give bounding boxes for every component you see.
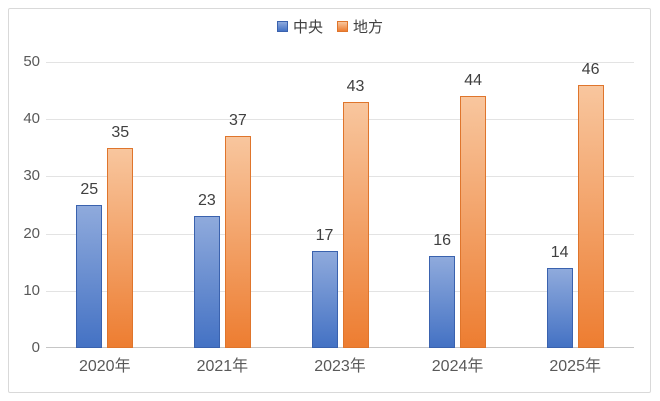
- legend-item-1: 地方: [337, 16, 383, 37]
- gridline: [46, 176, 634, 177]
- bar-value-label: 25: [80, 181, 99, 198]
- bar-series-1-cat-2: [342, 102, 369, 348]
- bar-series-0-cat-1: [193, 216, 220, 348]
- bar-value-label: 37: [228, 112, 247, 129]
- gridline: [46, 291, 634, 292]
- x-axis-label: 2021年: [196, 358, 249, 375]
- bar-value-label: 16: [433, 232, 451, 249]
- bar-value-label: 43: [346, 78, 365, 95]
- gridline: [46, 234, 634, 235]
- legend-label: 地方: [353, 18, 384, 36]
- x-axis-label: 2025年: [549, 358, 601, 375]
- gridline: [46, 62, 634, 63]
- bar-series-0-cat-0: [76, 205, 103, 348]
- bar-value-label: 35: [111, 124, 130, 141]
- plot-area: 25 35 23 37 17 43 16 44 14 46: [46, 61, 634, 348]
- bar-series-1-cat-3: [460, 96, 487, 348]
- bar-series-1-cat-4: [577, 85, 604, 348]
- legend-label: 中央: [292, 18, 323, 36]
- y-tick-label: 0: [31, 339, 40, 356]
- legend-swatch-icon: [276, 20, 288, 32]
- legend-swatch-icon: [337, 20, 348, 32]
- y-tick-label: 10: [23, 281, 40, 299]
- y-tick-label: 50: [23, 53, 40, 70]
- bar-value-label: 17: [315, 227, 334, 244]
- legend-item-0: 中央: [276, 16, 323, 37]
- bar-series-0-cat-3: [429, 256, 456, 348]
- x-axis-line: [46, 347, 634, 348]
- x-axis-label: 2024年: [431, 358, 484, 375]
- bar-series-1-cat-1: [224, 136, 251, 348]
- chart-legend: 中央 地方: [0, 16, 660, 37]
- y-tick-label: 40: [23, 110, 40, 128]
- gridline: [46, 119, 634, 120]
- y-tick-label: 30: [23, 167, 40, 185]
- bar-value-label: 44: [464, 72, 482, 89]
- bar-series-1-cat-0: [107, 148, 134, 348]
- bar-value-label: 46: [581, 61, 600, 78]
- y-tick-label: 20: [23, 224, 40, 242]
- x-axis-label: 2020年: [78, 358, 131, 375]
- bar-value-label: 14: [550, 244, 569, 261]
- bar-series-0-cat-4: [546, 268, 573, 348]
- bar-value-label: 23: [197, 192, 216, 209]
- x-axis-label: 2023年: [314, 358, 366, 375]
- bar-series-0-cat-2: [311, 251, 338, 348]
